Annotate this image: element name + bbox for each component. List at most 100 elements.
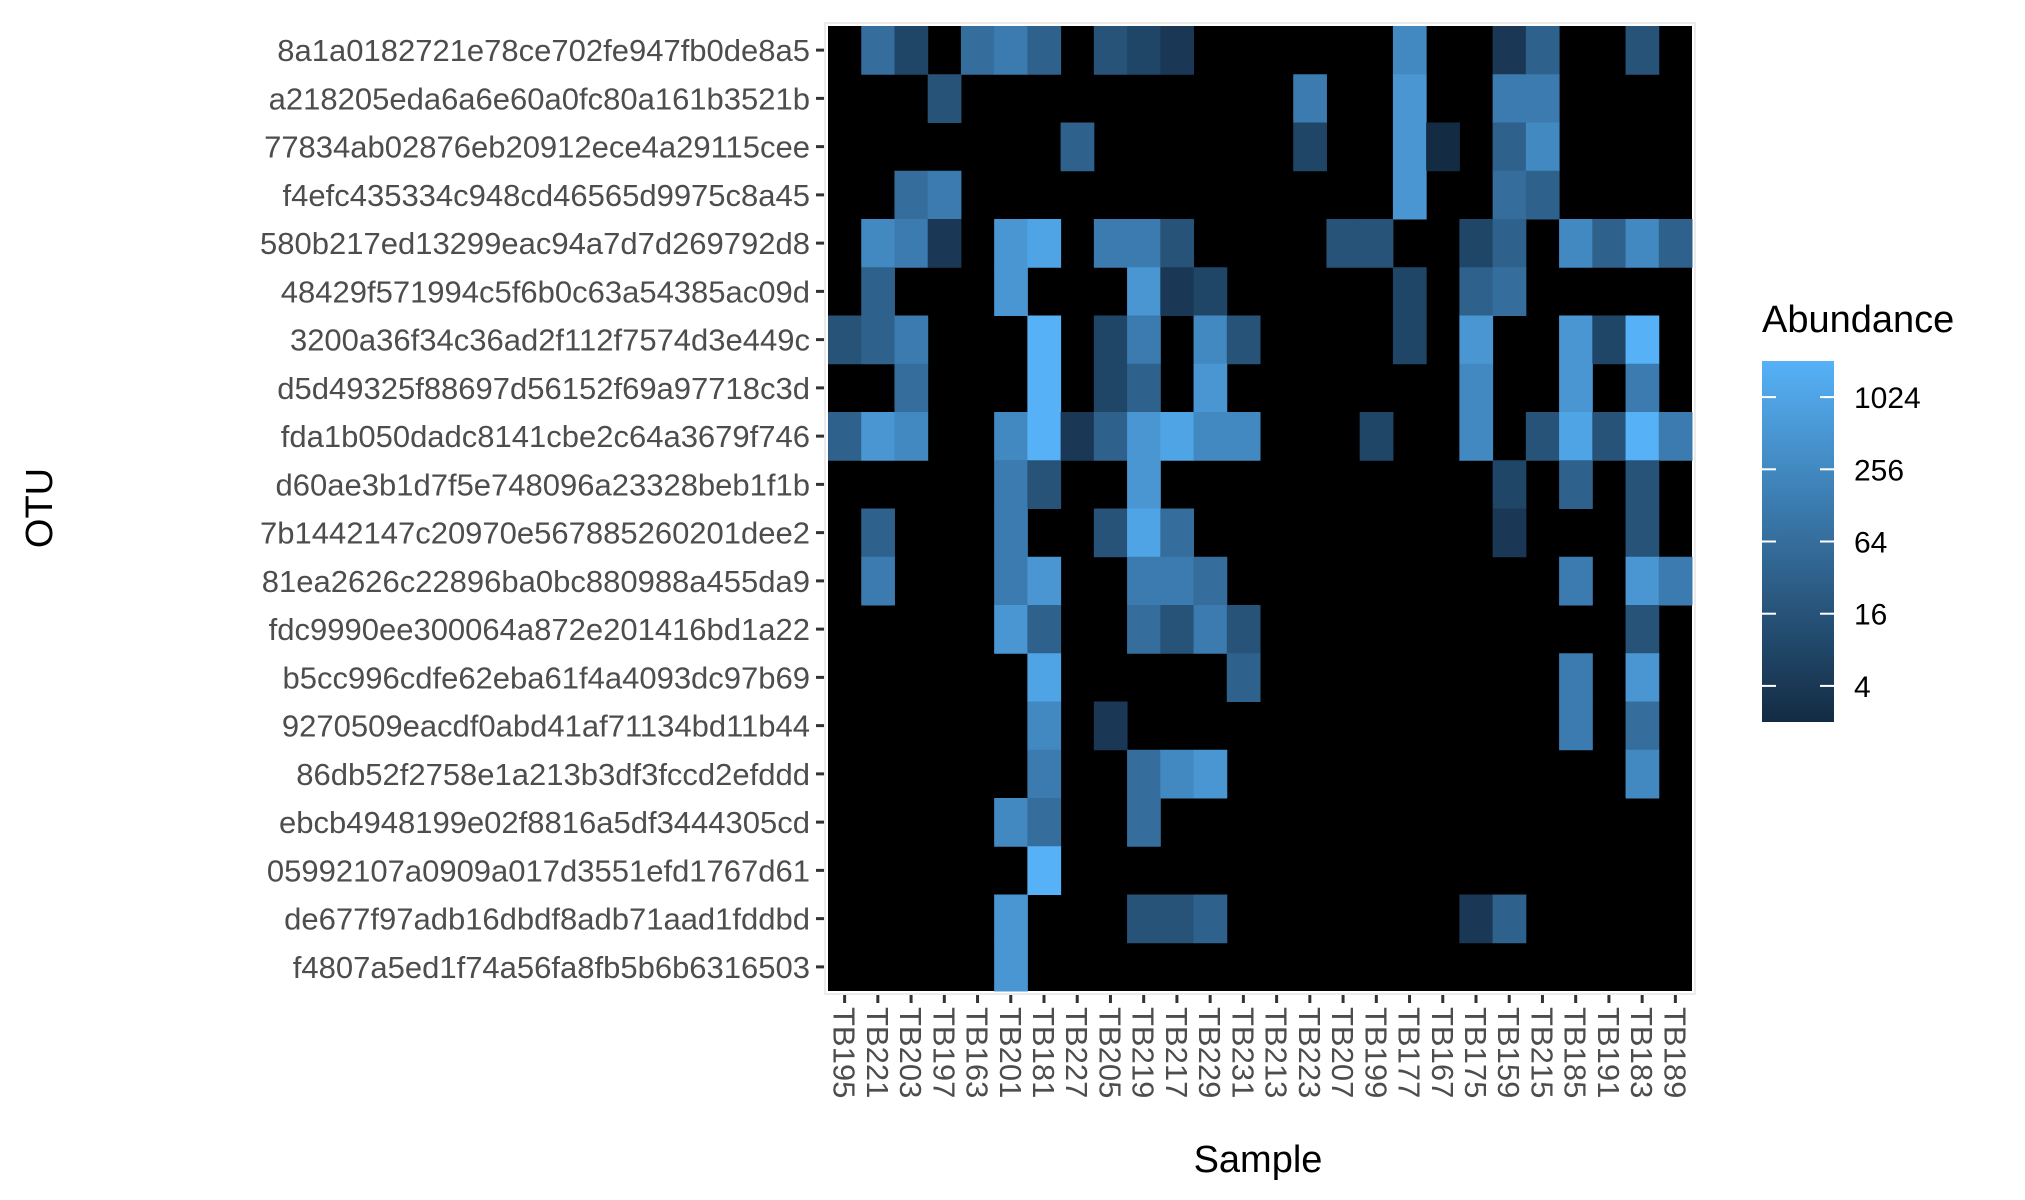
heatmap-cell (1193, 315, 1228, 365)
x-tick-label: TB227 (1059, 1007, 1094, 1098)
heatmap-cell (1625, 653, 1660, 702)
x-tick-label: TB163 (960, 1007, 995, 1098)
heatmap-cell (994, 219, 1028, 268)
heatmap-cell (1193, 412, 1228, 461)
x-tick-label: TB183 (1624, 1007, 1659, 1098)
heatmap-cell (894, 219, 929, 268)
heatmap-cell (1027, 749, 1062, 799)
heatmap-cell (1492, 267, 1527, 316)
heatmap-cell (1093, 701, 1128, 751)
heatmap-cell (1625, 315, 1660, 365)
heatmap-cell (1492, 894, 1527, 944)
heatmap-cell (1127, 894, 1161, 944)
x-tick-label: TB231 (1225, 1007, 1260, 1098)
heatmap-cell (960, 26, 995, 75)
heatmap-cell (1093, 363, 1128, 413)
heatmap-cell (1392, 26, 1427, 75)
heatmap-cell (1093, 315, 1128, 365)
x-tick-label: TB217 (1159, 1007, 1194, 1098)
heatmap-cell (1625, 508, 1660, 558)
heatmap-cells (824, 22, 1696, 995)
heatmap-cell (1093, 412, 1128, 461)
heatmap-cell (1392, 170, 1427, 220)
heatmap-cell (1027, 556, 1062, 606)
heatmap-cell (1559, 412, 1593, 461)
heatmap-cell (994, 460, 1028, 509)
y-tick-label: 9270509eacdf0abd41af71134bd11b44 (282, 709, 810, 744)
heatmap-cell (1426, 122, 1460, 172)
heatmap-cell (1226, 653, 1261, 702)
heatmap-cell (828, 315, 862, 365)
heatmap-cell (1492, 170, 1527, 220)
heatmap-cell (1127, 798, 1161, 847)
heatmap-cell (1027, 26, 1062, 75)
x-tick-label: TB229 (1192, 1007, 1227, 1098)
heatmap-cell (1193, 267, 1228, 316)
heatmap-cell (994, 267, 1028, 316)
heatmap-cell (1226, 315, 1261, 365)
x-tick-label: TB213 (1259, 1007, 1294, 1098)
heatmap-cell (1525, 74, 1560, 123)
heatmap-cell (1027, 363, 1062, 413)
heatmap-cell (1625, 219, 1660, 268)
x-tick-label: TB221 (860, 1007, 895, 1098)
x-tick-label: TB177 (1392, 1007, 1427, 1098)
heatmap-cell (1226, 605, 1261, 654)
heatmap-cell (1193, 556, 1228, 606)
heatmap-cell (1127, 412, 1161, 461)
x-tick-label: TB223 (1292, 1007, 1327, 1098)
heatmap-cell (994, 26, 1028, 75)
heatmap-cell (1160, 267, 1195, 316)
heatmap-cell (1127, 605, 1161, 654)
heatmap-cell (1293, 122, 1327, 172)
heatmap-cell (1492, 122, 1527, 172)
y-tick-label: f4efc435334c948cd46565d9975c8a45 (283, 178, 810, 213)
heatmap-cell (1127, 315, 1161, 365)
heatmap-cell (1625, 460, 1660, 509)
heatmap-cell (1193, 605, 1228, 654)
heatmap-cell (1160, 556, 1195, 606)
y-tick-label: de677f97adb16dbdf8adb71aad1fddbd (284, 902, 810, 937)
heatmap-cell (1492, 26, 1527, 75)
heatmap-cell (1359, 219, 1394, 268)
heatmap-cell (894, 363, 929, 413)
legend: Abundance 1024 256 64 16 4 (1762, 299, 1954, 722)
heatmap-cell (894, 412, 929, 461)
heatmap-cell (1127, 508, 1161, 558)
heatmap-cell (1193, 894, 1228, 944)
heatmap-cell (1592, 315, 1627, 365)
x-tick-label: TB159 (1491, 1007, 1526, 1098)
heatmap-cell (1625, 556, 1660, 606)
heatmap-cell (1127, 363, 1161, 413)
x-tick-label: TB175 (1458, 1007, 1493, 1098)
heatmap-cell (1193, 363, 1228, 413)
heatmap-cell (1459, 412, 1494, 461)
y-tick-label: 86db52f2758e1a213b3df3fccd2efddd (296, 757, 810, 792)
heatmap-cell (1459, 219, 1494, 268)
heatmap-cell (1160, 219, 1195, 268)
x-tick-label: TB189 (1657, 1007, 1692, 1098)
heatmap-cell (1559, 701, 1593, 751)
heatmap-cell (1093, 219, 1128, 268)
heatmap-cell (1193, 749, 1228, 799)
y-tick-label: fdc9990ee300064a872e201416bd1a22 (269, 612, 810, 647)
heatmap-cell (1625, 749, 1660, 799)
x-tick-label: TB197 (926, 1007, 961, 1098)
heatmap-cell (1525, 170, 1560, 220)
heatmap-cell (1625, 363, 1660, 413)
heatmap-cell (1459, 267, 1494, 316)
heatmap-cell (1027, 315, 1062, 365)
y-tick-label: b5cc996cdfe62eba61f4a4093dc97b69 (283, 660, 810, 695)
heatmap-cell (1625, 412, 1660, 461)
heatmap-cell (1492, 74, 1527, 123)
x-tick-label: TB201 (993, 1007, 1028, 1098)
heatmap-cell (1027, 219, 1062, 268)
heatmap-cell (1592, 219, 1627, 268)
heatmap-cell (1127, 556, 1161, 606)
heatmap-cell (1492, 460, 1527, 509)
heatmap-cell (861, 508, 895, 558)
heatmap-cell (927, 170, 962, 220)
heatmap-cell (1160, 412, 1195, 461)
heatmap-cell (1492, 508, 1527, 558)
